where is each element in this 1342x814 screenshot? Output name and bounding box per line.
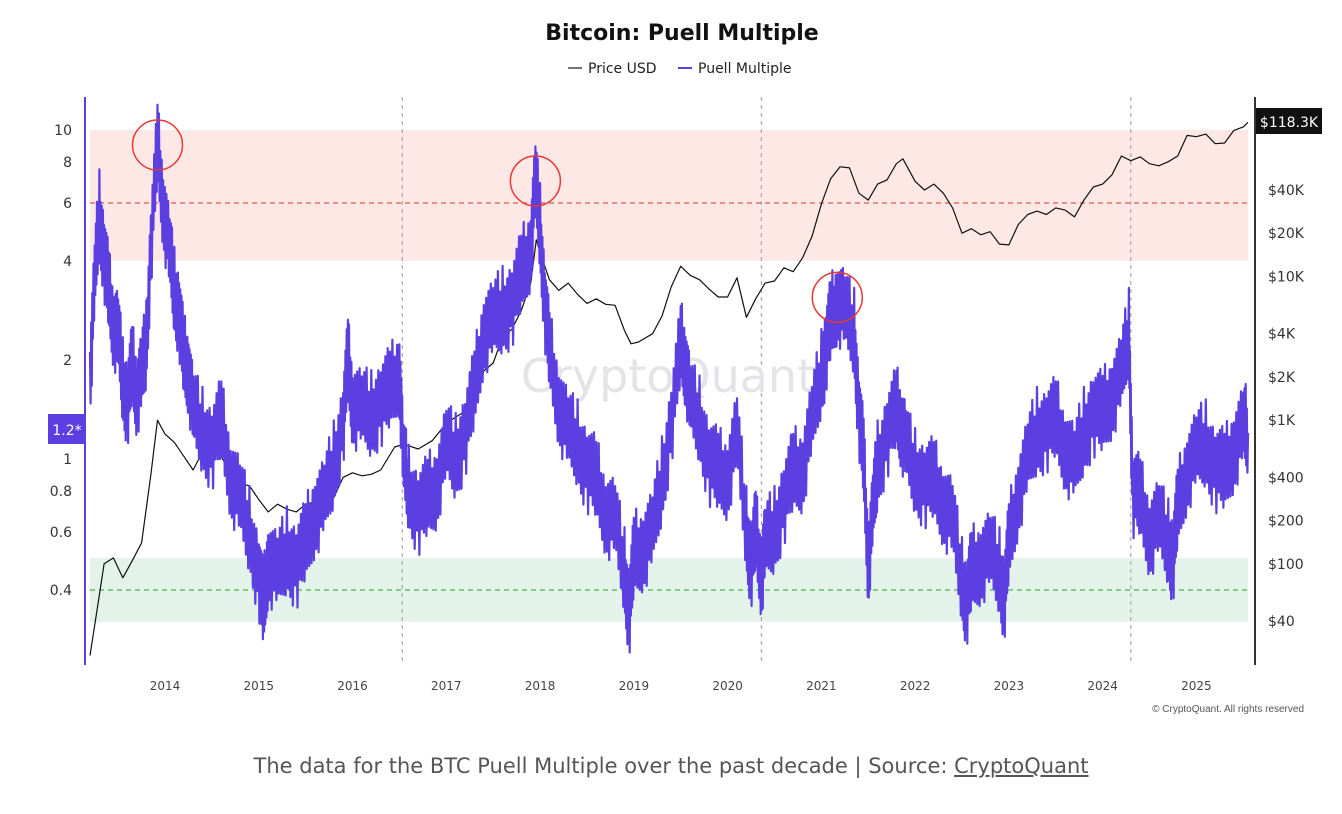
current-price-badge-bg [1256, 108, 1322, 134]
left-tick-label-2: 6 [63, 196, 72, 212]
x-tick-label-1: 2015 [244, 679, 275, 693]
right-tick-label-6: $400 [1268, 470, 1304, 486]
legend[interactable]: Price USD Puell Multiple [568, 61, 792, 77]
chart-title: Bitcoin: Puell Multiple [545, 21, 818, 46]
current-puell-label: 1.2* [52, 423, 81, 439]
x-tick-label-3: 2017 [431, 679, 462, 693]
caption-source-link[interactable]: CryptoQuant [954, 754, 1089, 778]
x-axis-ticks: 2014 2015 2016 2017 2018 2019 2020 2021 2022 2023… [150, 679, 1212, 693]
right-tick-label-3: $4K [1268, 327, 1296, 343]
left-tick-label-7: 0.6 [50, 525, 72, 541]
x-tick-label-8: 2022 [900, 679, 931, 693]
left-tick-label-0: 10 [54, 123, 72, 139]
x-tick-label-10: 2024 [1087, 679, 1118, 693]
left-tick-label-1: 8 [63, 155, 72, 171]
right-axis-ticks: $40K $20K $10K $4K $2K $1K $400 $200 $100 $40 [1268, 183, 1305, 630]
current-puell-badge-bg [48, 414, 86, 444]
current-puell-badge: 1.2* [48, 414, 86, 444]
puell-multiple-line [88, 103, 1250, 654]
copyright: © CryptoQuant. All rights reserved [1152, 704, 1304, 715]
x-tick-label-7: 2021 [806, 679, 837, 693]
left-tick-label-3: 4 [63, 254, 72, 270]
left-tick-label-5: 1 [63, 452, 72, 468]
highlighted-peaks [131, 119, 864, 324]
peak-circle-0 [131, 119, 184, 171]
right-tick-label-9: $40 [1268, 614, 1295, 630]
x-tick-label-6: 2020 [712, 679, 743, 693]
right-tick-label-0: $40K [1268, 183, 1305, 199]
x-tick-label-5: 2019 [619, 679, 650, 693]
current-price-label: $118.3K [1260, 115, 1319, 131]
x-tick-label-4: 2018 [525, 679, 556, 693]
x-tick-label-0: 2014 [150, 679, 181, 693]
left-tick-label-8: 0.4 [50, 583, 72, 599]
caption: The data for the BTC Puell Multiple over… [0, 754, 1342, 778]
right-tick-label-7: $200 [1268, 514, 1304, 530]
red-zone-band [90, 130, 1248, 261]
right-tick-label-8: $100 [1268, 557, 1304, 573]
right-tick-label-2: $10K [1268, 269, 1305, 285]
peak-circle-1 [509, 155, 562, 207]
left-axis-ticks: 10 8 6 4 2 1 0.8 0.6 0.4 [50, 123, 72, 599]
left-tick-label-6: 0.8 [50, 484, 72, 500]
watermark: CryptoQuant [521, 349, 815, 403]
x-tick-label-9: 2023 [994, 679, 1025, 693]
x-tick-label-2: 2016 [337, 679, 368, 693]
right-tick-label-5: $1K [1268, 413, 1296, 429]
legend-price-label: Price USD [588, 61, 657, 77]
caption-text: The data for the BTC Puell Multiple over… [253, 754, 955, 778]
right-tick-label-4: $2K [1268, 370, 1296, 386]
x-tick-label-11: 2025 [1181, 679, 1212, 693]
series-layer [88, 103, 1250, 656]
current-price-badge: $118.3K [1256, 108, 1322, 134]
legend-puell-label: Puell Multiple [698, 61, 792, 77]
price-usd-line [89, 121, 1249, 656]
left-tick-label-4: 2 [63, 353, 72, 369]
peak-circle-2 [811, 271, 864, 324]
right-tick-label-1: $20K [1268, 226, 1305, 242]
